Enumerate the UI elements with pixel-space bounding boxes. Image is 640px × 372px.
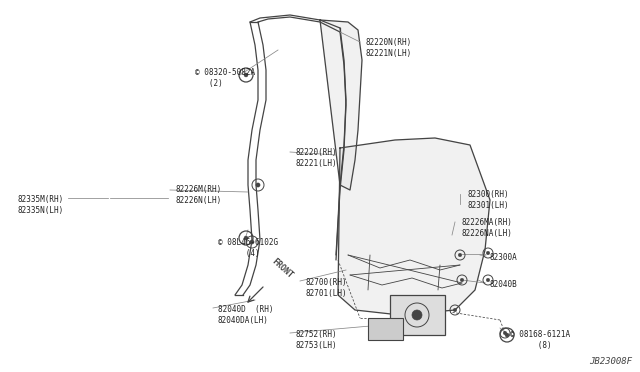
Circle shape	[412, 310, 422, 320]
Circle shape	[244, 236, 248, 240]
Circle shape	[244, 73, 248, 77]
Circle shape	[453, 308, 457, 312]
Polygon shape	[320, 20, 362, 190]
Circle shape	[486, 278, 490, 282]
Polygon shape	[338, 138, 490, 315]
Text: © 08168-6121A
      (8): © 08168-6121A (8)	[510, 330, 570, 350]
Circle shape	[486, 251, 490, 255]
Text: 82752(RH)
82753(LH): 82752(RH) 82753(LH)	[295, 330, 337, 350]
Circle shape	[250, 240, 254, 244]
Bar	[390, 295, 445, 335]
Text: FRONT: FRONT	[270, 257, 294, 280]
Text: 82040D  (RH)
82040DA(LH): 82040D (RH) 82040DA(LH)	[218, 305, 273, 325]
Text: 82040B: 82040B	[490, 280, 518, 289]
Text: 82700(RH)
82701(LH): 82700(RH) 82701(LH)	[305, 278, 347, 298]
Circle shape	[503, 331, 507, 335]
Text: 82300(RH)
82301(LH): 82300(RH) 82301(LH)	[468, 190, 509, 210]
Text: 82300A: 82300A	[490, 253, 518, 262]
Circle shape	[505, 333, 509, 337]
Text: 82335M(RH)
82335N(LH): 82335M(RH) 82335N(LH)	[18, 195, 64, 215]
Circle shape	[458, 253, 461, 257]
Circle shape	[256, 183, 260, 187]
Circle shape	[460, 278, 464, 282]
Text: JB23008F: JB23008F	[589, 357, 632, 366]
Text: 82226MA(RH)
82226NA(LH): 82226MA(RH) 82226NA(LH)	[462, 218, 513, 238]
Bar	[368, 318, 403, 340]
Text: © 08L46-6102G
      (4): © 08L46-6102G (4)	[218, 238, 278, 258]
Text: 82226M(RH)
82226N(LH): 82226M(RH) 82226N(LH)	[175, 185, 221, 205]
Text: 82220(RH)
82221(LH): 82220(RH) 82221(LH)	[295, 148, 337, 168]
Text: © 08320-5082A
   (2): © 08320-5082A (2)	[195, 68, 255, 88]
Text: 82220N(RH)
82221N(LH): 82220N(RH) 82221N(LH)	[365, 38, 412, 58]
